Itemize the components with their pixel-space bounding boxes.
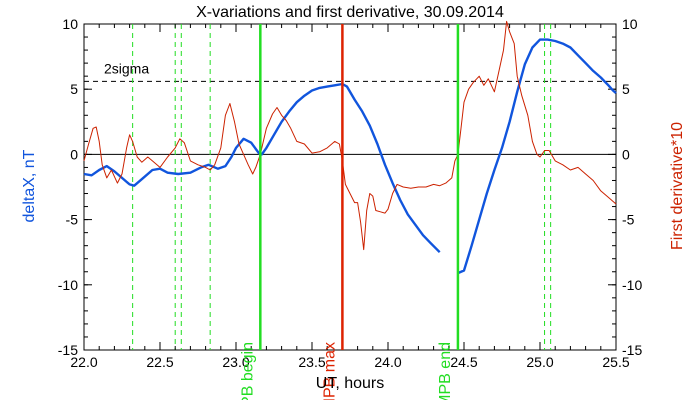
threshold-label: 2sigma (104, 60, 149, 76)
y-tick-label-right: -5 (622, 212, 635, 228)
event-marker-label: MPB begin (239, 342, 256, 400)
plot-area: 2sigma 22.0 22.5 23.0 23.5 24.0 24.5 25.0 25.5 10… (58, 16, 643, 400)
x-tick-label: 24.5 (450, 354, 477, 370)
y-tick-label-right: -15 (622, 342, 642, 358)
derivative-line (83, 20, 617, 251)
y-tick-label-left: -10 (58, 277, 78, 293)
x-tick-label: 25.0 (526, 354, 553, 370)
y-tick-label-right: 10 (622, 16, 638, 32)
y-tick-label-left: 10 (62, 16, 78, 32)
event-marker-label: MPB max (321, 342, 338, 400)
y-tick-label-left: 0 (70, 146, 78, 162)
x-tick-label: 22.5 (146, 354, 173, 370)
event-marker-label: MPB end (437, 342, 454, 400)
y-tick-label-left: -15 (58, 342, 78, 358)
y-tick-label-right: 0 (622, 146, 630, 162)
plot-frame (83, 23, 617, 351)
y-tick-label-right: -10 (622, 277, 642, 293)
y-axis-left-label: deltaX, nT (21, 149, 38, 222)
x-tick-label: 23.5 (298, 354, 325, 370)
deltax-line (457, 38, 617, 275)
x-axis-label: UT, hours (316, 375, 384, 392)
x-tick-label: 24.0 (374, 354, 401, 370)
x-tick-label: 23.0 (222, 354, 249, 370)
x-tick-label: 22.0 (70, 354, 97, 370)
chart-title: X-variations and first derivative, 30.09… (196, 4, 504, 21)
y-tick-label-left: 5 (70, 81, 78, 97)
y-tick-label-left: -5 (66, 212, 79, 228)
y-tick-label-right: 5 (622, 81, 630, 97)
deltax-line (83, 82, 441, 254)
y-axis-right-label: First derivative*10 (669, 122, 686, 250)
x-tick-label: 25.5 (602, 354, 629, 370)
